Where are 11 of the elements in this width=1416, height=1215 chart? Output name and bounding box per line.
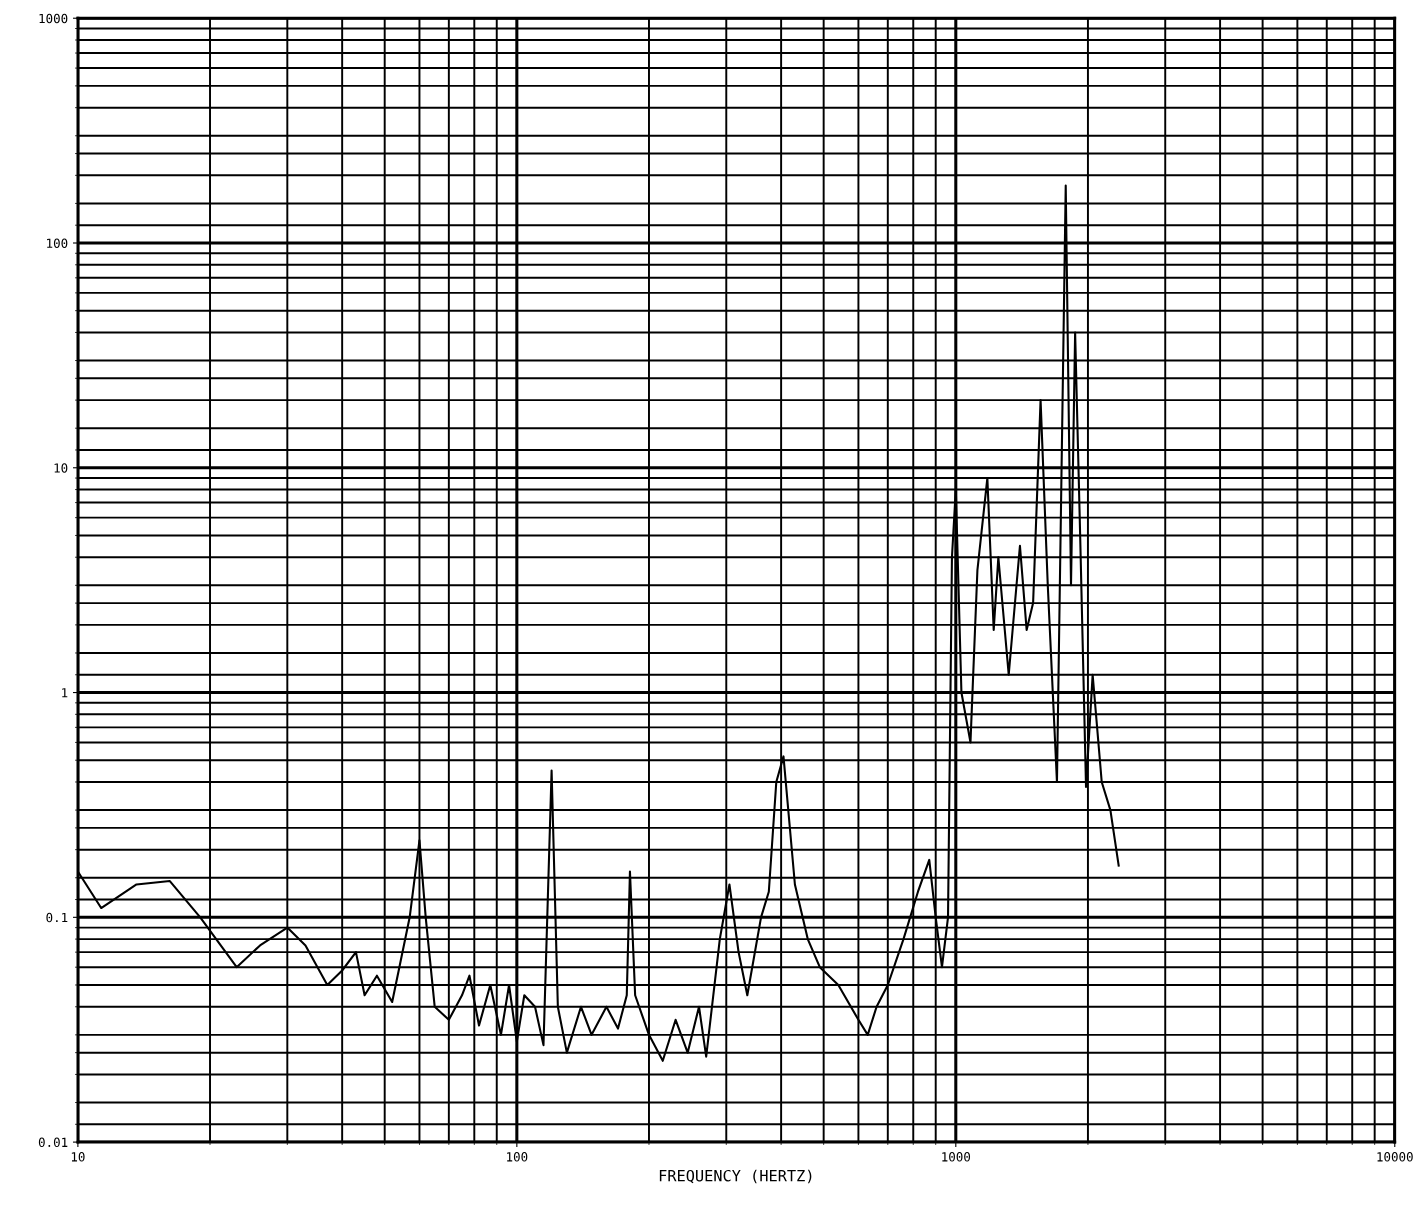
- x-tick-label: 1000: [942, 1152, 971, 1162]
- y-tick-label: 10: [54, 463, 68, 473]
- x-tick-label: 10000: [1377, 1152, 1413, 1162]
- x-tick-label: 10: [71, 1152, 85, 1162]
- x-axis-title: FREQUENCY (HERTZ): [659, 1169, 812, 1184]
- x-tick-label: 100: [507, 1152, 528, 1162]
- y-tick-label: 1000: [39, 13, 68, 24]
- y-tick-label: 0.01: [38, 1137, 68, 1148]
- y-tick-label: 0.1: [46, 912, 68, 923]
- y-tick-label: 100: [47, 238, 68, 248]
- y-tick-label: 1: [62, 688, 68, 698]
